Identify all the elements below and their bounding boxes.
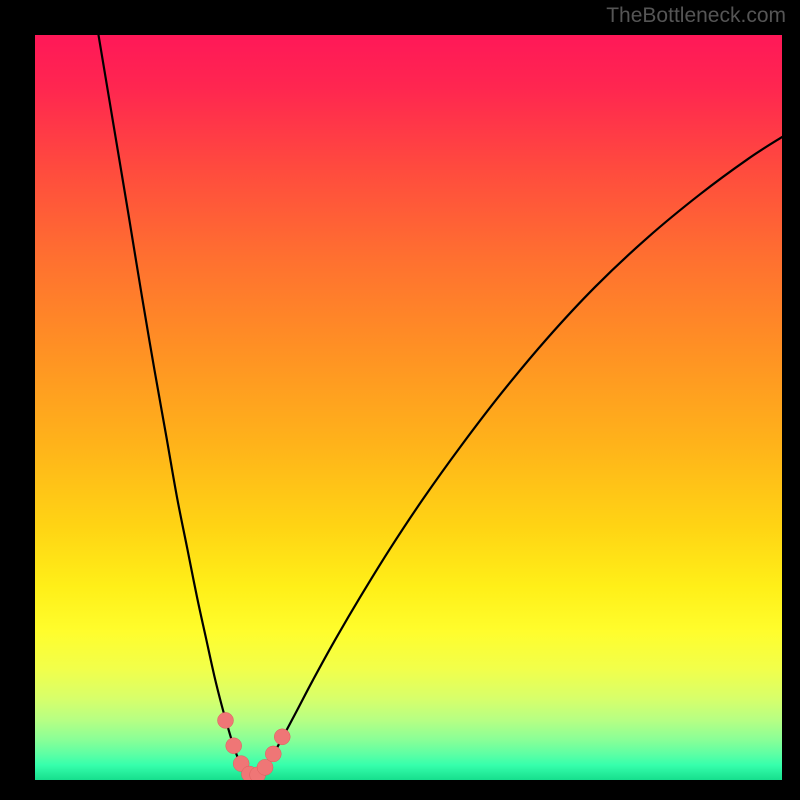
marker-point: [265, 746, 281, 762]
curve-layer: [35, 35, 782, 780]
curve_right: [252, 137, 782, 778]
marker-point: [226, 738, 242, 754]
plot-area: [35, 35, 782, 780]
marker-point: [217, 712, 233, 728]
chart-frame: TheBottleneck.com: [0, 0, 800, 800]
marker-point: [274, 729, 290, 745]
watermark-text: TheBottleneck.com: [606, 4, 786, 28]
curve_left: [98, 35, 251, 778]
